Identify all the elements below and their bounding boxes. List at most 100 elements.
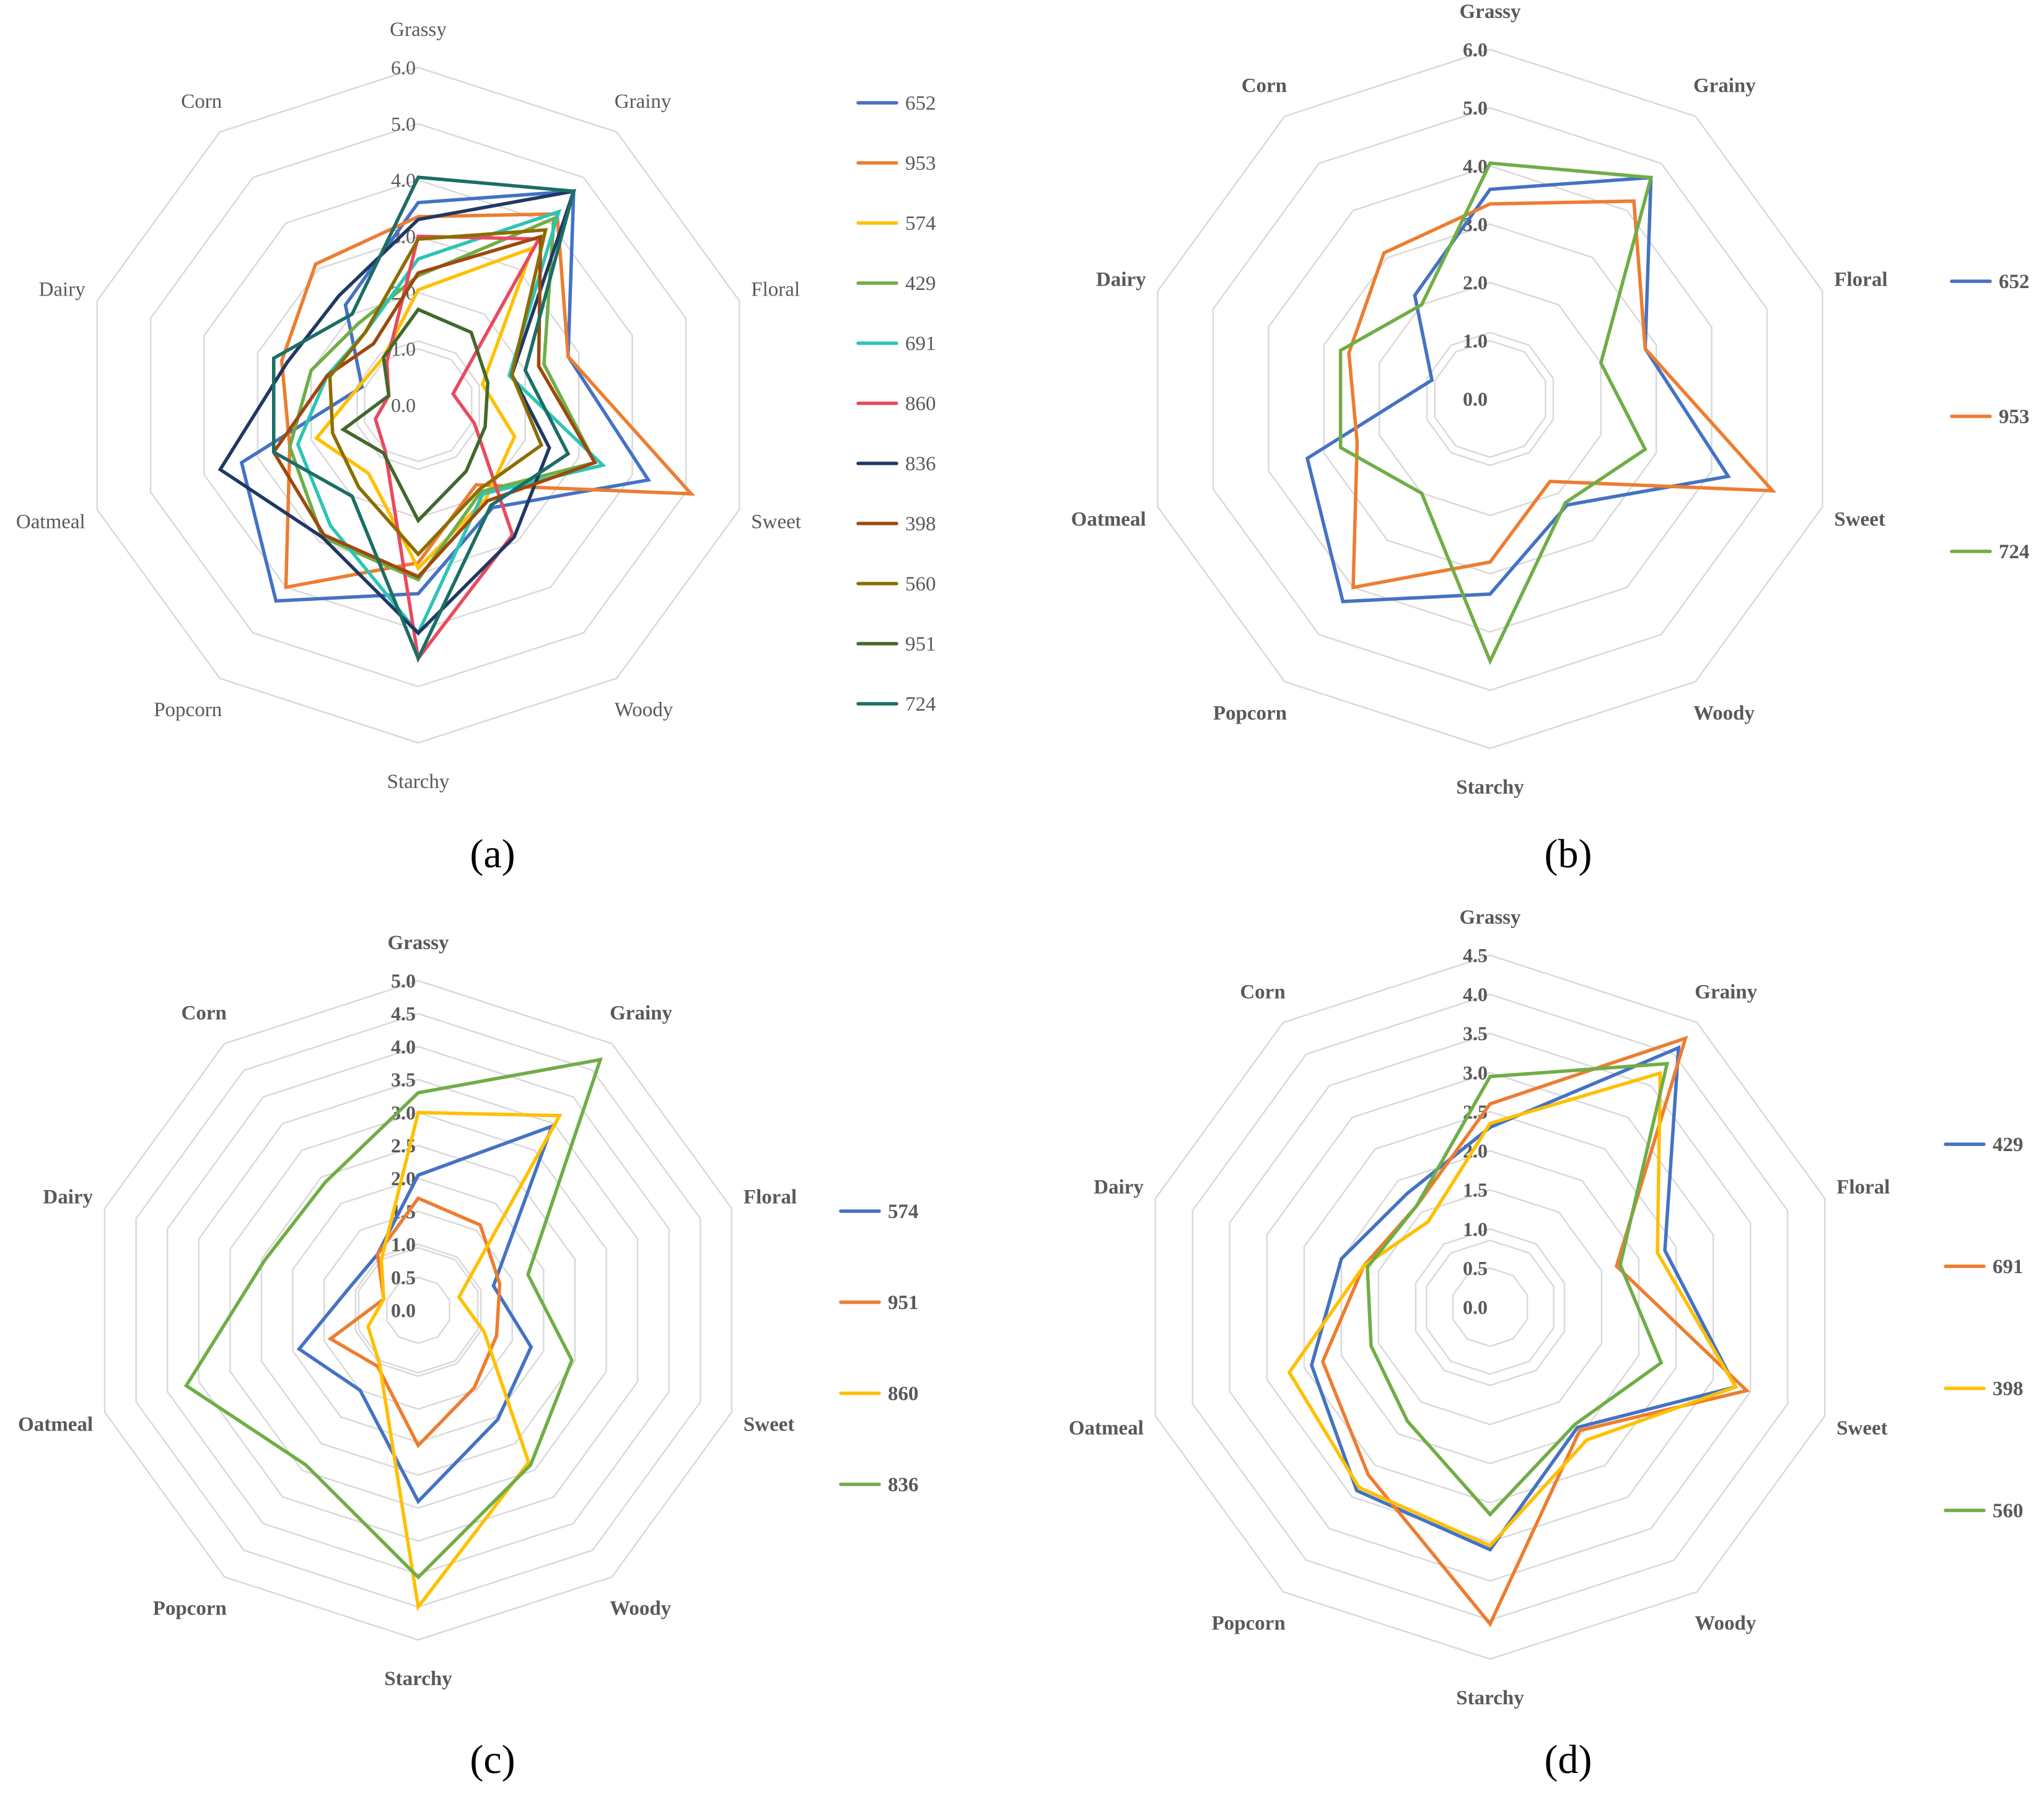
- axis-label-starchy: Starchy: [1456, 776, 1524, 799]
- legend-label-953: 953: [1999, 406, 2030, 428]
- tick-label: 3.0: [1463, 1061, 1488, 1084]
- axis-label-grassy: Grassy: [1460, 1, 1522, 23]
- axis-label-oatmeal: Oatmeal: [1069, 1417, 1144, 1440]
- grid-ring: [1303, 1111, 1677, 1504]
- axis-label-oatmeal: Oatmeal: [16, 511, 86, 533]
- radar-chart-b: 0.01.02.03.04.05.06.0GrassyGrainyFloralS…: [1071, 1, 2030, 799]
- legend-label-836: 836: [888, 1474, 919, 1496]
- series-line-429: [287, 216, 598, 582]
- axis-label-oatmeal: Oatmeal: [18, 1414, 93, 1436]
- legend-label-429: 429: [1993, 1134, 2024, 1156]
- series-line-652: [1305, 175, 1731, 603]
- tick-label: 1.5: [1463, 1179, 1488, 1201]
- axis-label-floral: Floral: [743, 1186, 797, 1208]
- axis-label-corn: Corn: [181, 90, 222, 113]
- legend-label-574: 574: [888, 1201, 919, 1223]
- series-line-691: [296, 209, 607, 637]
- legend-label-724: 724: [1999, 541, 2030, 563]
- axis-label-woody: Woody: [610, 1598, 672, 1620]
- axis-label-sweet: Sweet: [1834, 508, 1885, 530]
- grid-ring: [135, 1012, 701, 1608]
- grid-ring: [1426, 331, 1555, 466]
- tick-label: 1.0: [1463, 330, 1488, 352]
- axis-label-popcorn: Popcorn: [1213, 702, 1287, 724]
- axis-label-sweet: Sweet: [743, 1414, 794, 1436]
- axis-label-dairy: Dairy: [1094, 1176, 1144, 1198]
- series-line-560: [328, 228, 548, 557]
- tick-label: 1.0: [1463, 1218, 1488, 1240]
- series-line-560: [1366, 1061, 1670, 1517]
- legend-label-652: 652: [905, 92, 936, 115]
- series-line-691: [1320, 1035, 1750, 1627]
- grid-ring: [1340, 1150, 1640, 1465]
- legend-label-398: 398: [905, 513, 936, 535]
- legend-label-691: 691: [905, 333, 936, 355]
- series-line-953: [1347, 199, 1777, 590]
- axis-label-corn: Corn: [182, 1002, 227, 1024]
- grid-ring: [1415, 1228, 1566, 1386]
- legend-label-860: 860: [888, 1383, 919, 1405]
- radar-chart-a: 0.01.02.03.04.05.06.0GrassyGrainyFloralS…: [16, 19, 936, 793]
- grid-ring: [364, 348, 473, 463]
- axis-label-grassy: Grassy: [388, 932, 450, 954]
- grid-ring: [1212, 107, 1768, 691]
- legend-label-953: 953: [905, 152, 936, 175]
- axis-label-starchy: Starchy: [387, 771, 450, 793]
- series-line-429: [1310, 1045, 1739, 1552]
- grid-ring: [1434, 339, 1546, 458]
- radar-chart-d: 0.00.51.01.52.02.53.03.54.04.5GrassyGrai…: [1069, 906, 2024, 1709]
- grid-ring: [357, 1246, 479, 1374]
- grid-ring: [198, 1079, 639, 1542]
- legend-label-860: 860: [905, 393, 936, 415]
- grid-ring: [1154, 954, 1826, 1660]
- grid-ring: [260, 1144, 576, 1476]
- tick-label: 0.5: [391, 1266, 416, 1289]
- grid-ring: [354, 1243, 482, 1377]
- grid-ring: [1229, 1032, 1752, 1582]
- axis-label-corn: Corn: [1242, 75, 1287, 97]
- series-line-652: [239, 189, 652, 603]
- grid-ring: [386, 1276, 450, 1344]
- legend-label-398: 398: [1993, 1378, 2024, 1400]
- legend-label-951: 951: [905, 633, 936, 655]
- series-line-574: [314, 245, 535, 572]
- axis-label-dairy: Dairy: [43, 1186, 93, 1208]
- axis-label-dairy: Dairy: [39, 278, 86, 300]
- axis-label-grassy: Grassy: [390, 19, 447, 41]
- grid-ring: [1268, 165, 1713, 633]
- axis-label-grainy: Grainy: [1693, 75, 1756, 97]
- axis-label-dairy: Dairy: [1096, 269, 1146, 291]
- grid-ring: [257, 235, 580, 575]
- series-line-860: [366, 1111, 563, 1611]
- axis-label-starchy: Starchy: [384, 1668, 452, 1690]
- axis-label-oatmeal: Oatmeal: [1071, 508, 1146, 530]
- axis-label-floral: Floral: [1836, 1176, 1890, 1198]
- tick-label: 2.0: [1463, 271, 1488, 294]
- series-line-953: [279, 212, 695, 590]
- tick-label: 5.0: [391, 970, 416, 992]
- axis-label-popcorn: Popcorn: [154, 699, 222, 721]
- axis-label-popcorn: Popcorn: [153, 1598, 227, 1620]
- tick-label: 4.0: [1463, 983, 1488, 1005]
- axis-label-woody: Woody: [1695, 1613, 1757, 1635]
- axis-label-sweet: Sweet: [1836, 1417, 1887, 1440]
- grid-ring: [103, 979, 733, 1641]
- series-line-724: [1338, 161, 1654, 665]
- series-line-724: [272, 175, 576, 663]
- axis-label-starchy: Starchy: [1456, 1687, 1524, 1709]
- axis-label-floral: Floral: [1834, 269, 1887, 291]
- axis-label-popcorn: Popcorn: [1212, 1613, 1286, 1635]
- tick-label: 6.0: [391, 56, 416, 79]
- series-line-836: [183, 1057, 603, 1580]
- tick-label: 5.0: [391, 113, 416, 135]
- legend-label-691: 691: [1993, 1256, 2024, 1278]
- legend-label-560: 560: [1993, 1500, 2024, 1522]
- grid-ring: [1426, 1239, 1555, 1375]
- grid-ring: [1191, 993, 1789, 1621]
- grid-ring: [356, 340, 480, 470]
- axis-label-corn: Corn: [1240, 981, 1285, 1003]
- tick-label: 0.0: [1463, 1296, 1488, 1318]
- radar-chart-c: 0.00.51.01.52.02.53.03.54.04.55.0GrassyG…: [18, 932, 918, 1690]
- tick-label: 0.0: [1463, 388, 1488, 410]
